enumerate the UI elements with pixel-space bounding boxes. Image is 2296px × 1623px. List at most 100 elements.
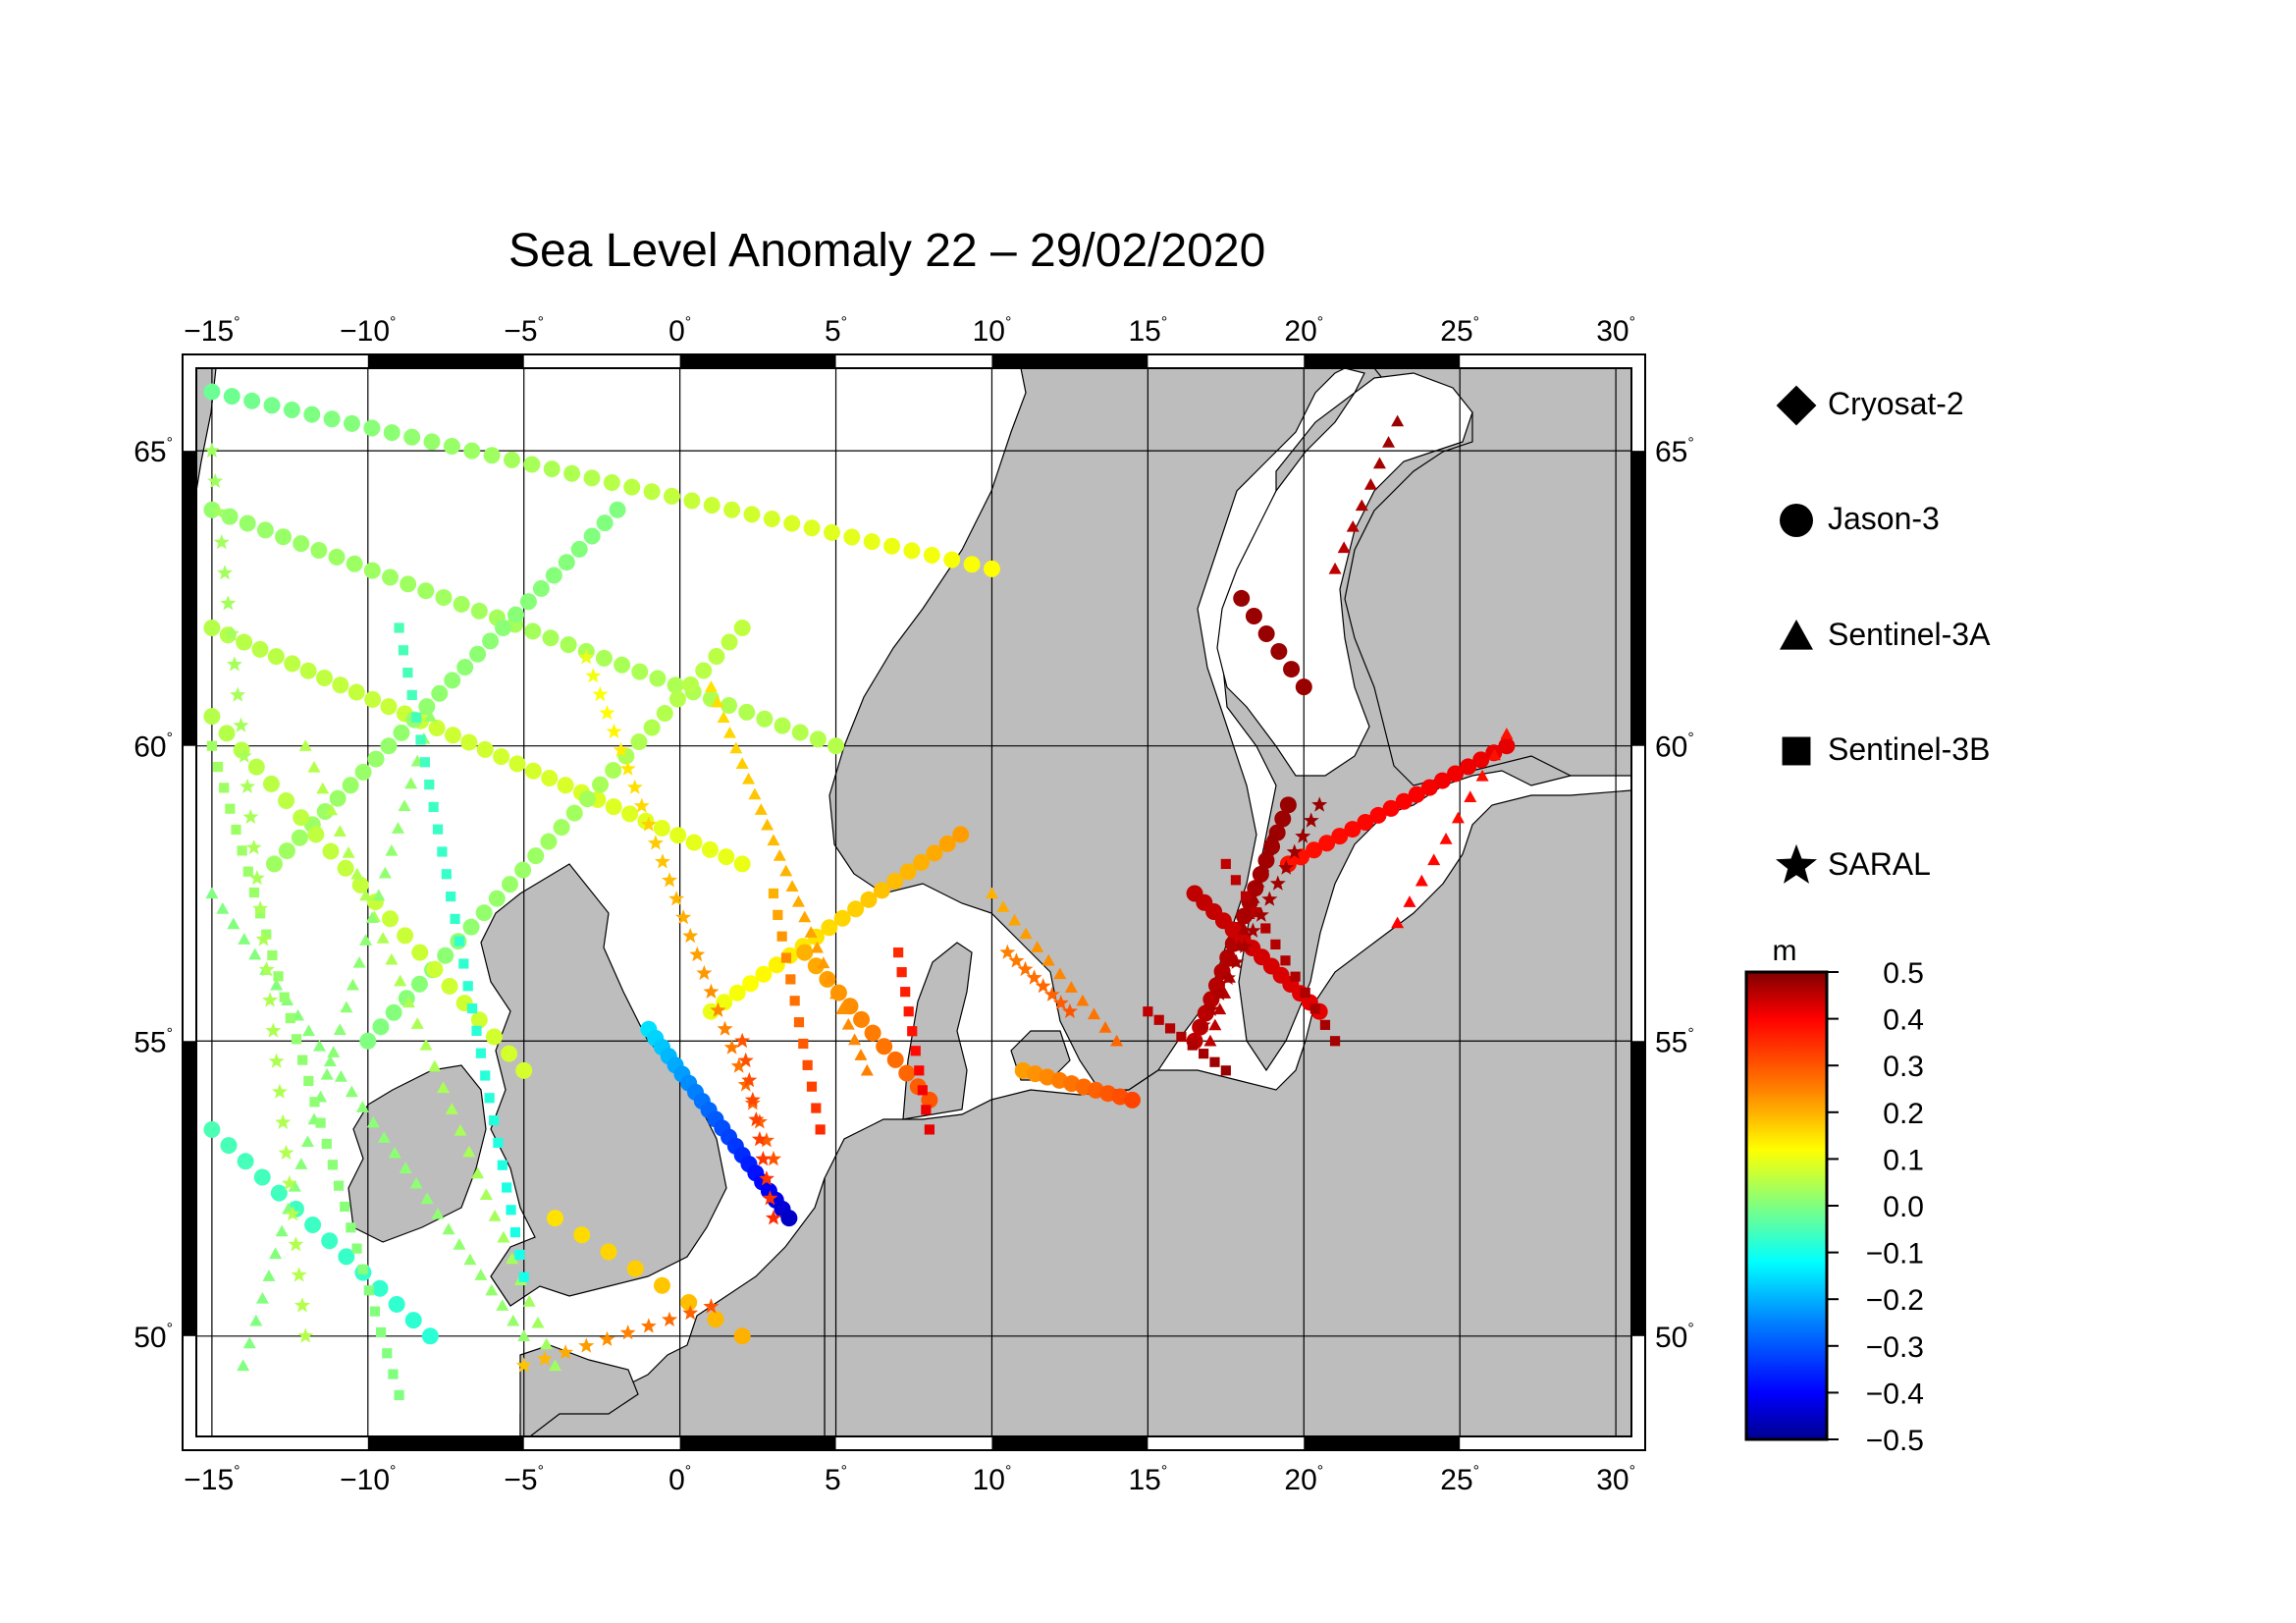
sla-point xyxy=(605,762,622,780)
sla-point xyxy=(1500,728,1514,739)
sla-point xyxy=(1220,858,1231,870)
sla-point xyxy=(397,927,414,945)
sla-point xyxy=(729,741,743,754)
sla-point xyxy=(509,1227,521,1238)
sla-point xyxy=(768,888,779,899)
legend-label-sentinel3b: Sentinel-3B xyxy=(1828,731,1991,767)
sla-point xyxy=(359,934,373,946)
sla-point xyxy=(388,1146,401,1159)
sla-point xyxy=(1098,1021,1112,1033)
sla-point xyxy=(418,698,436,716)
sla-point xyxy=(722,726,736,738)
sla-point xyxy=(807,957,825,975)
sla-point xyxy=(248,947,262,960)
sla-point xyxy=(524,762,542,780)
sla-point xyxy=(1237,923,1251,936)
sla-point xyxy=(542,629,560,647)
sla-point xyxy=(380,737,398,755)
colorbar-ticks: 0.5 0.4 0.3 0.2 0.1 0.0 −0.1 −0.2 −0.3 −0.4 −0.5 xyxy=(1827,957,1924,1457)
sla-point xyxy=(1346,519,1360,532)
diamond-legend-icon xyxy=(1776,385,1817,426)
sla-point xyxy=(1236,938,1253,953)
sla-point xyxy=(217,565,234,580)
sla-point xyxy=(1319,1019,1331,1030)
sla-point xyxy=(1199,1049,1209,1059)
sla-point xyxy=(592,685,609,702)
sla-point xyxy=(399,1162,412,1174)
sla-point xyxy=(703,497,721,514)
sla-point xyxy=(761,818,774,831)
sla-point xyxy=(471,1166,485,1179)
sla-point xyxy=(828,737,845,755)
sla-point xyxy=(371,1279,389,1297)
sla-point xyxy=(237,1153,254,1170)
sla-point xyxy=(411,944,429,961)
sla-point xyxy=(385,843,399,856)
sla-point xyxy=(263,397,281,414)
sla-point xyxy=(716,994,733,1011)
sla-point xyxy=(785,974,796,985)
sla-point xyxy=(385,952,399,965)
sla-point xyxy=(754,803,768,815)
sla-point xyxy=(1031,941,1044,952)
sla-point xyxy=(382,568,400,586)
sla-point xyxy=(1280,955,1291,966)
sla-point xyxy=(275,1113,292,1129)
sla-point xyxy=(963,556,981,573)
sla-point xyxy=(829,987,843,1000)
sla-point xyxy=(514,861,532,879)
sla-point xyxy=(337,859,354,877)
sla-point xyxy=(599,704,615,721)
sla-point xyxy=(802,1059,813,1070)
sla-point xyxy=(748,787,762,800)
sla-point xyxy=(578,790,596,808)
sla-point xyxy=(1257,624,1275,642)
sla-point xyxy=(454,1123,467,1136)
sla-point xyxy=(346,978,359,991)
sla-point xyxy=(298,739,312,751)
sla-point xyxy=(1283,661,1301,678)
sla-point xyxy=(1228,953,1245,969)
sla-point xyxy=(333,825,347,837)
tick-label: 25° xyxy=(1440,314,1479,348)
sla-point xyxy=(573,1226,591,1244)
sla-point xyxy=(316,782,330,794)
sla-point xyxy=(238,933,251,945)
sla-point xyxy=(437,1081,451,1094)
sla-point xyxy=(216,902,230,914)
sla-point xyxy=(560,636,577,654)
sla-point xyxy=(327,1160,339,1170)
frame-segment xyxy=(991,354,1148,368)
sla-point xyxy=(475,904,493,922)
sla-point xyxy=(359,1032,377,1050)
sla-point xyxy=(1195,1016,1211,1033)
sla-point xyxy=(470,602,488,620)
sla-point xyxy=(519,593,537,611)
sla-point xyxy=(279,992,290,1002)
sla-point xyxy=(685,834,703,851)
frame-segment xyxy=(183,1041,196,1336)
sla-point xyxy=(1110,1034,1124,1047)
sla-point xyxy=(738,703,756,721)
sla-point xyxy=(643,719,661,736)
sla-point xyxy=(463,1253,477,1266)
sla-point xyxy=(1253,906,1269,922)
sla-point xyxy=(682,676,700,694)
sla-point xyxy=(768,956,785,974)
tick-label: 0° xyxy=(668,1463,691,1496)
sla-point xyxy=(252,900,269,916)
sla-point xyxy=(423,710,437,722)
sla-point xyxy=(391,822,404,834)
sla-point xyxy=(410,1017,424,1029)
sla-point xyxy=(432,824,444,835)
sla-point xyxy=(1019,927,1033,940)
tick-label: 5° xyxy=(825,1463,847,1496)
sla-point xyxy=(1415,874,1428,887)
sla-point xyxy=(262,775,280,792)
sla-point xyxy=(1279,796,1297,814)
sla-point xyxy=(475,1048,486,1058)
sla-point xyxy=(359,889,373,901)
sla-point xyxy=(270,1184,288,1202)
sla-point xyxy=(382,910,400,928)
sla-point xyxy=(285,1206,301,1221)
